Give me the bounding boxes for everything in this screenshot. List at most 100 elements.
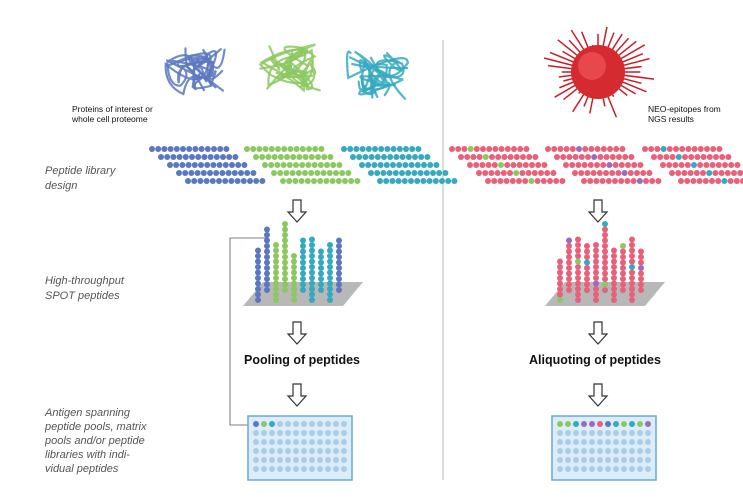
peptide-dot [329, 178, 336, 184]
peptide-dot [607, 146, 613, 152]
plate-well [621, 457, 627, 463]
peptide-dot [660, 146, 667, 152]
spot-dot [638, 259, 644, 266]
spot-dot [327, 247, 333, 254]
plate-well [341, 439, 347, 445]
spot-dot [575, 253, 581, 259]
pooling-label: Pooling of peptides [244, 353, 360, 367]
peptide-dot [669, 170, 675, 176]
peptide-dot [619, 146, 626, 152]
plate-well [637, 421, 643, 427]
peptide-dot [299, 162, 306, 168]
plate-well [277, 430, 283, 436]
peptide-dot [341, 146, 347, 152]
peptide-dot [414, 162, 421, 168]
peptide-dot [315, 154, 321, 160]
peptide-dot [393, 154, 400, 160]
peptide-dot [225, 170, 232, 176]
peptide-dot [504, 146, 511, 152]
spot-dot [273, 286, 279, 292]
spot-dot [629, 264, 635, 270]
spot-dot [255, 264, 261, 270]
peptide-dot [405, 170, 412, 176]
peptide-dot [724, 170, 731, 176]
peptide-dot [286, 178, 293, 184]
peptide-dot [702, 178, 709, 184]
peptide-dot [405, 154, 412, 160]
plate-well [565, 448, 571, 454]
peptide-dot [312, 146, 319, 152]
peptide-dot [497, 178, 504, 184]
peptide-dot [631, 162, 638, 168]
plate-well [621, 466, 627, 472]
peptide-dot [362, 154, 369, 160]
tumor-cell [578, 52, 606, 80]
peptide-dot [706, 154, 713, 160]
peptide-dot [688, 154, 695, 160]
spot-dot [264, 259, 270, 266]
peptide-dot [185, 162, 192, 168]
peptide-dot [666, 146, 673, 152]
spot-dot [575, 291, 581, 298]
plate-well [581, 421, 587, 427]
peptide-dot [605, 178, 612, 184]
peptide-dot [350, 154, 356, 160]
peptide-dot [675, 170, 682, 176]
peptide-dot [220, 154, 226, 160]
peptide-dot [719, 154, 726, 160]
spot-dot [336, 281, 342, 288]
plate-well [253, 448, 259, 454]
plate-well [317, 421, 323, 427]
spot-dot [291, 291, 297, 298]
spot-dot [264, 270, 270, 277]
spot-dot [300, 254, 306, 260]
peptide-dot [399, 170, 405, 176]
peptide-dot [445, 178, 452, 184]
peptide-dot [541, 162, 548, 168]
peptide-dot [292, 178, 299, 184]
plate-well [261, 439, 267, 445]
peptide-dot [572, 154, 579, 160]
spot-dot [309, 236, 315, 243]
spot-dot [327, 242, 333, 248]
peptide-dot [293, 162, 299, 168]
peptide-dot [302, 170, 308, 176]
peptide-dot [386, 170, 393, 176]
spot-dot [291, 280, 297, 287]
plate-well [325, 466, 331, 472]
peptide-dot [461, 146, 468, 152]
peptide-dot [333, 170, 339, 176]
peptide-dot [426, 178, 433, 184]
peptide-dot [678, 162, 685, 168]
spot-dot [282, 270, 288, 277]
spot-dot [300, 287, 306, 293]
plate-well [565, 457, 571, 463]
peptide-dot [418, 154, 425, 160]
plate-well [269, 457, 275, 463]
side-label: peptide pools, matrix [44, 421, 147, 433]
peptide-dot [669, 154, 676, 160]
spot-dot [557, 258, 563, 265]
peptide-dot [201, 154, 208, 160]
peptide-dot [715, 162, 722, 168]
peptide-dot [195, 154, 202, 160]
peptide-dot [262, 146, 269, 152]
peptide-dot [609, 154, 616, 160]
peptide-dot [700, 170, 706, 176]
peptide-dot [182, 170, 189, 176]
peptide-dot [342, 178, 348, 184]
peptide-dot [663, 154, 670, 160]
side-label: Antigen spanning [44, 407, 131, 419]
peptide-dot [528, 178, 535, 184]
spot-dot [327, 258, 333, 265]
peptide-dot [672, 162, 679, 168]
spot-dot [336, 243, 342, 249]
peptide-dot [624, 178, 631, 184]
plate-well [285, 430, 291, 436]
spot-dot [282, 254, 288, 260]
spot-dot [336, 254, 342, 260]
spot-dot [575, 236, 581, 243]
spot-dot [264, 254, 270, 260]
peptide-dot [737, 170, 743, 176]
plate-well [277, 439, 283, 445]
